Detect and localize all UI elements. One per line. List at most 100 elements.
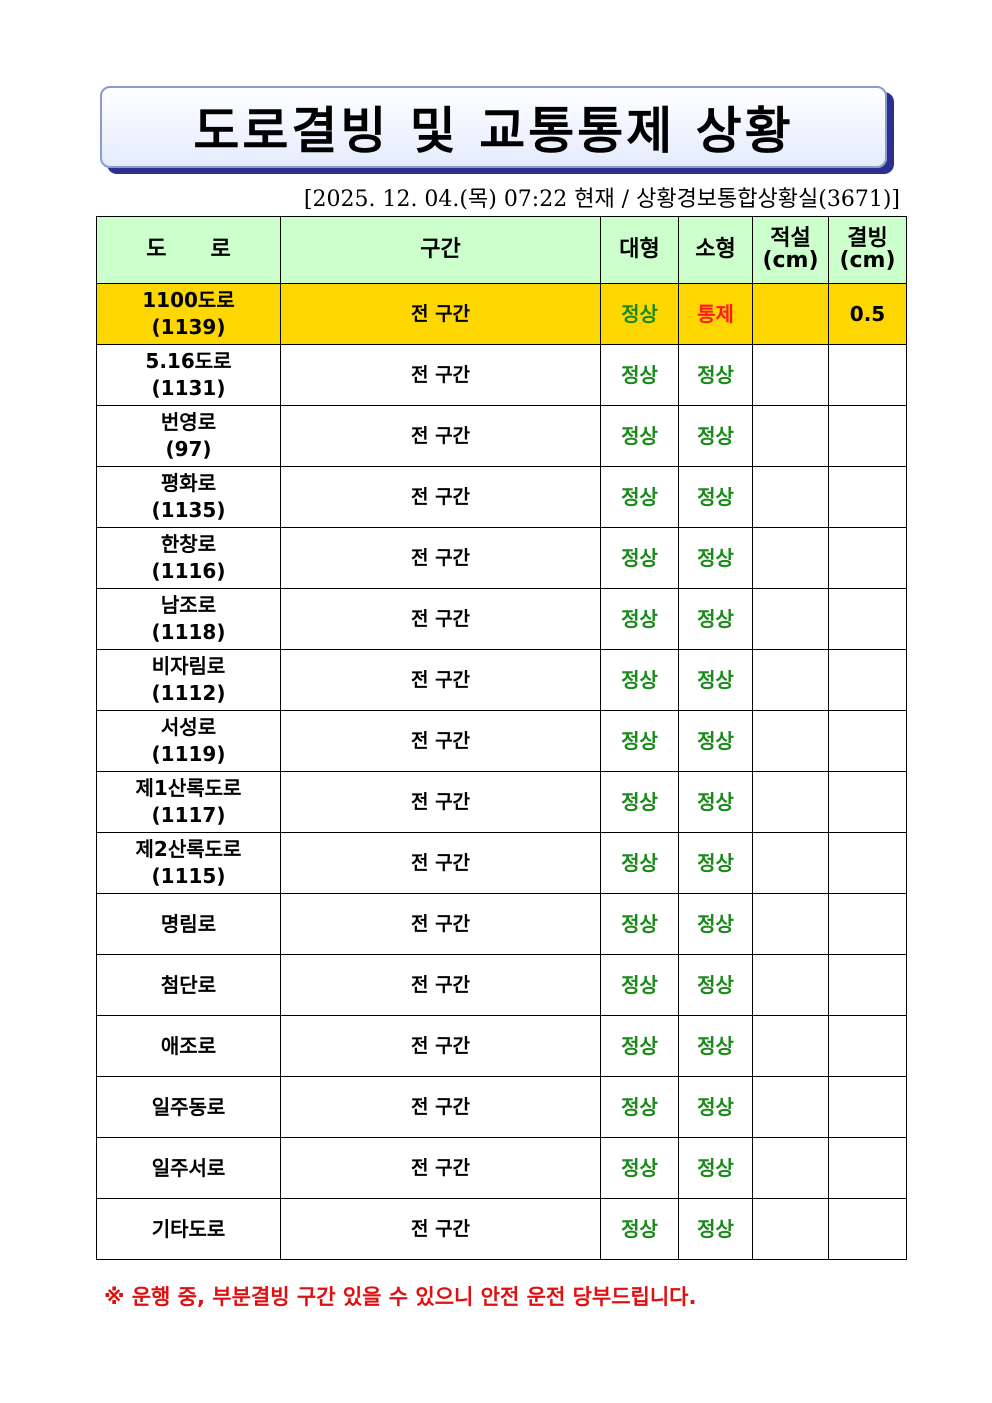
large-vehicle-status: 정상 [600, 527, 679, 589]
road-name: 5.16도로 [145, 349, 232, 373]
road-name: 번영로 [160, 410, 217, 434]
safety-note: ※ 운행 중, 부분결빙 구간 있을 수 있으니 안전 운전 당부드립니다. [104, 1285, 697, 1309]
ice-depth-cell [828, 832, 907, 894]
table-row: 한창로 (1116) 전 구간 정상 정상 [96, 527, 907, 589]
ice-depth-cell [828, 893, 907, 955]
ice-depth-cell [828, 710, 907, 772]
road-cell: 서성로 (1119) [96, 710, 281, 772]
road-cell: 첨단로 [96, 954, 281, 1016]
road-number: (1116) [151, 559, 226, 583]
ice-depth-cell [828, 405, 907, 467]
section-cell: 전 구간 [280, 405, 601, 467]
road-name: 남조로 [160, 593, 217, 617]
small-vehicle-status: 정상 [678, 832, 753, 894]
road-cell: 번영로 (97) [96, 405, 281, 467]
snow-depth-cell [752, 1137, 829, 1199]
large-vehicle-status: 정상 [600, 832, 679, 894]
section-cell: 전 구간 [280, 1076, 601, 1138]
snow-depth-cell [752, 1198, 829, 1260]
ice-depth-cell [828, 527, 907, 589]
section-cell: 전 구간 [280, 1015, 601, 1077]
small-vehicle-status: 정상 [678, 771, 753, 833]
table-row: 비자림로 (1112) 전 구간 정상 정상 [96, 649, 907, 711]
section-cell: 전 구간 [280, 954, 601, 1016]
header-snow: 적설 (cm) [752, 216, 829, 284]
road-name: 애조로 [160, 1033, 217, 1058]
road-cell: 평화로 (1135) [96, 466, 281, 528]
header-small: 소형 [678, 216, 753, 284]
road-name: 평화로 [160, 471, 217, 495]
large-vehicle-status: 정상 [600, 1015, 679, 1077]
small-vehicle-status: 정상 [678, 954, 753, 1016]
road-name: 한창로 [160, 532, 217, 556]
road-name: 제1산록도로 [135, 776, 242, 800]
road-name: 일주서로 [151, 1155, 226, 1180]
table-row: 제2산록도로 (1115) 전 구간 정상 정상 [96, 832, 907, 894]
large-vehicle-status: 정상 [600, 588, 679, 650]
small-vehicle-status: 정상 [678, 527, 753, 589]
table-row: 서성로 (1119) 전 구간 정상 정상 [96, 710, 907, 772]
snow-depth-cell [752, 771, 829, 833]
large-vehicle-status: 정상 [600, 1137, 679, 1199]
large-vehicle-status: 정상 [600, 893, 679, 955]
snow-depth-cell [752, 344, 829, 406]
section-cell: 전 구간 [280, 1137, 601, 1199]
road-number: (1131) [151, 376, 226, 400]
road-cell: 5.16도로 (1131) [96, 344, 281, 406]
header-road: 도 로 [96, 216, 281, 284]
section-cell: 전 구간 [280, 893, 601, 955]
ice-depth-cell [828, 954, 907, 1016]
table-row: 애조로 전 구간 정상 정상 [96, 1015, 907, 1077]
road-name: 1100도로 [142, 288, 235, 312]
section-cell: 전 구간 [280, 1198, 601, 1260]
table-row: 남조로 (1118) 전 구간 정상 정상 [96, 588, 907, 650]
section-cell: 전 구간 [280, 283, 601, 345]
road-name: 명림로 [160, 911, 217, 936]
section-cell: 전 구간 [280, 588, 601, 650]
table-row: 첨단로 전 구간 정상 정상 [96, 954, 907, 1016]
small-vehicle-status: 정상 [678, 1015, 753, 1077]
snow-depth-cell [752, 832, 829, 894]
page-title: 도로결빙 및 교통통제 상황 [193, 102, 794, 160]
ice-depth-cell [828, 1076, 907, 1138]
section-cell: 전 구간 [280, 771, 601, 833]
road-cell: 한창로 (1116) [96, 527, 281, 589]
ice-depth-cell [828, 1137, 907, 1199]
small-vehicle-status: 정상 [678, 893, 753, 955]
ice-depth-cell [828, 649, 907, 711]
small-vehicle-status: 정상 [678, 649, 753, 711]
road-cell: 제1산록도로 (1117) [96, 771, 281, 833]
road-cell: 명림로 [96, 893, 281, 955]
table-row: 5.16도로 (1131) 전 구간 정상 정상 [96, 344, 907, 406]
snow-depth-cell [752, 466, 829, 528]
ice-depth-cell [828, 466, 907, 528]
header-large: 대형 [600, 216, 679, 284]
header-ice: 결빙 (cm) [828, 216, 907, 284]
large-vehicle-status: 정상 [600, 710, 679, 772]
ice-depth-cell: 0.5 [828, 283, 907, 345]
road-number: (1119) [151, 742, 226, 766]
section-cell: 전 구간 [280, 344, 601, 406]
road-name: 일주동로 [151, 1094, 226, 1119]
snow-depth-cell [752, 527, 829, 589]
road-name: 제2산록도로 [135, 837, 242, 861]
road-number: (1139) [151, 315, 226, 339]
road-name: 비자림로 [151, 654, 226, 678]
road-name: 기타도로 [151, 1216, 226, 1241]
road-cell: 일주동로 [96, 1076, 281, 1138]
road-cell: 기타도로 [96, 1198, 281, 1260]
road-cell: 비자림로 (1112) [96, 649, 281, 711]
table-row: 제1산록도로 (1117) 전 구간 정상 정상 [96, 771, 907, 833]
snow-depth-cell [752, 893, 829, 955]
snow-depth-cell [752, 649, 829, 711]
snow-depth-cell [752, 1076, 829, 1138]
small-vehicle-status: 정상 [678, 710, 753, 772]
snow-depth-cell [752, 405, 829, 467]
road-status-table: 도 로 구간 대형 소형 적설 (cm) 결빙 (cm) 1100도로 (1139) 전 구간… [96, 216, 907, 1260]
small-vehicle-status: 정상 [678, 588, 753, 650]
small-vehicle-status: 정상 [678, 344, 753, 406]
road-cell: 애조로 [96, 1015, 281, 1077]
road-name: 첨단로 [160, 972, 217, 997]
small-vehicle-status: 정상 [678, 405, 753, 467]
header-section: 구간 [280, 216, 601, 284]
